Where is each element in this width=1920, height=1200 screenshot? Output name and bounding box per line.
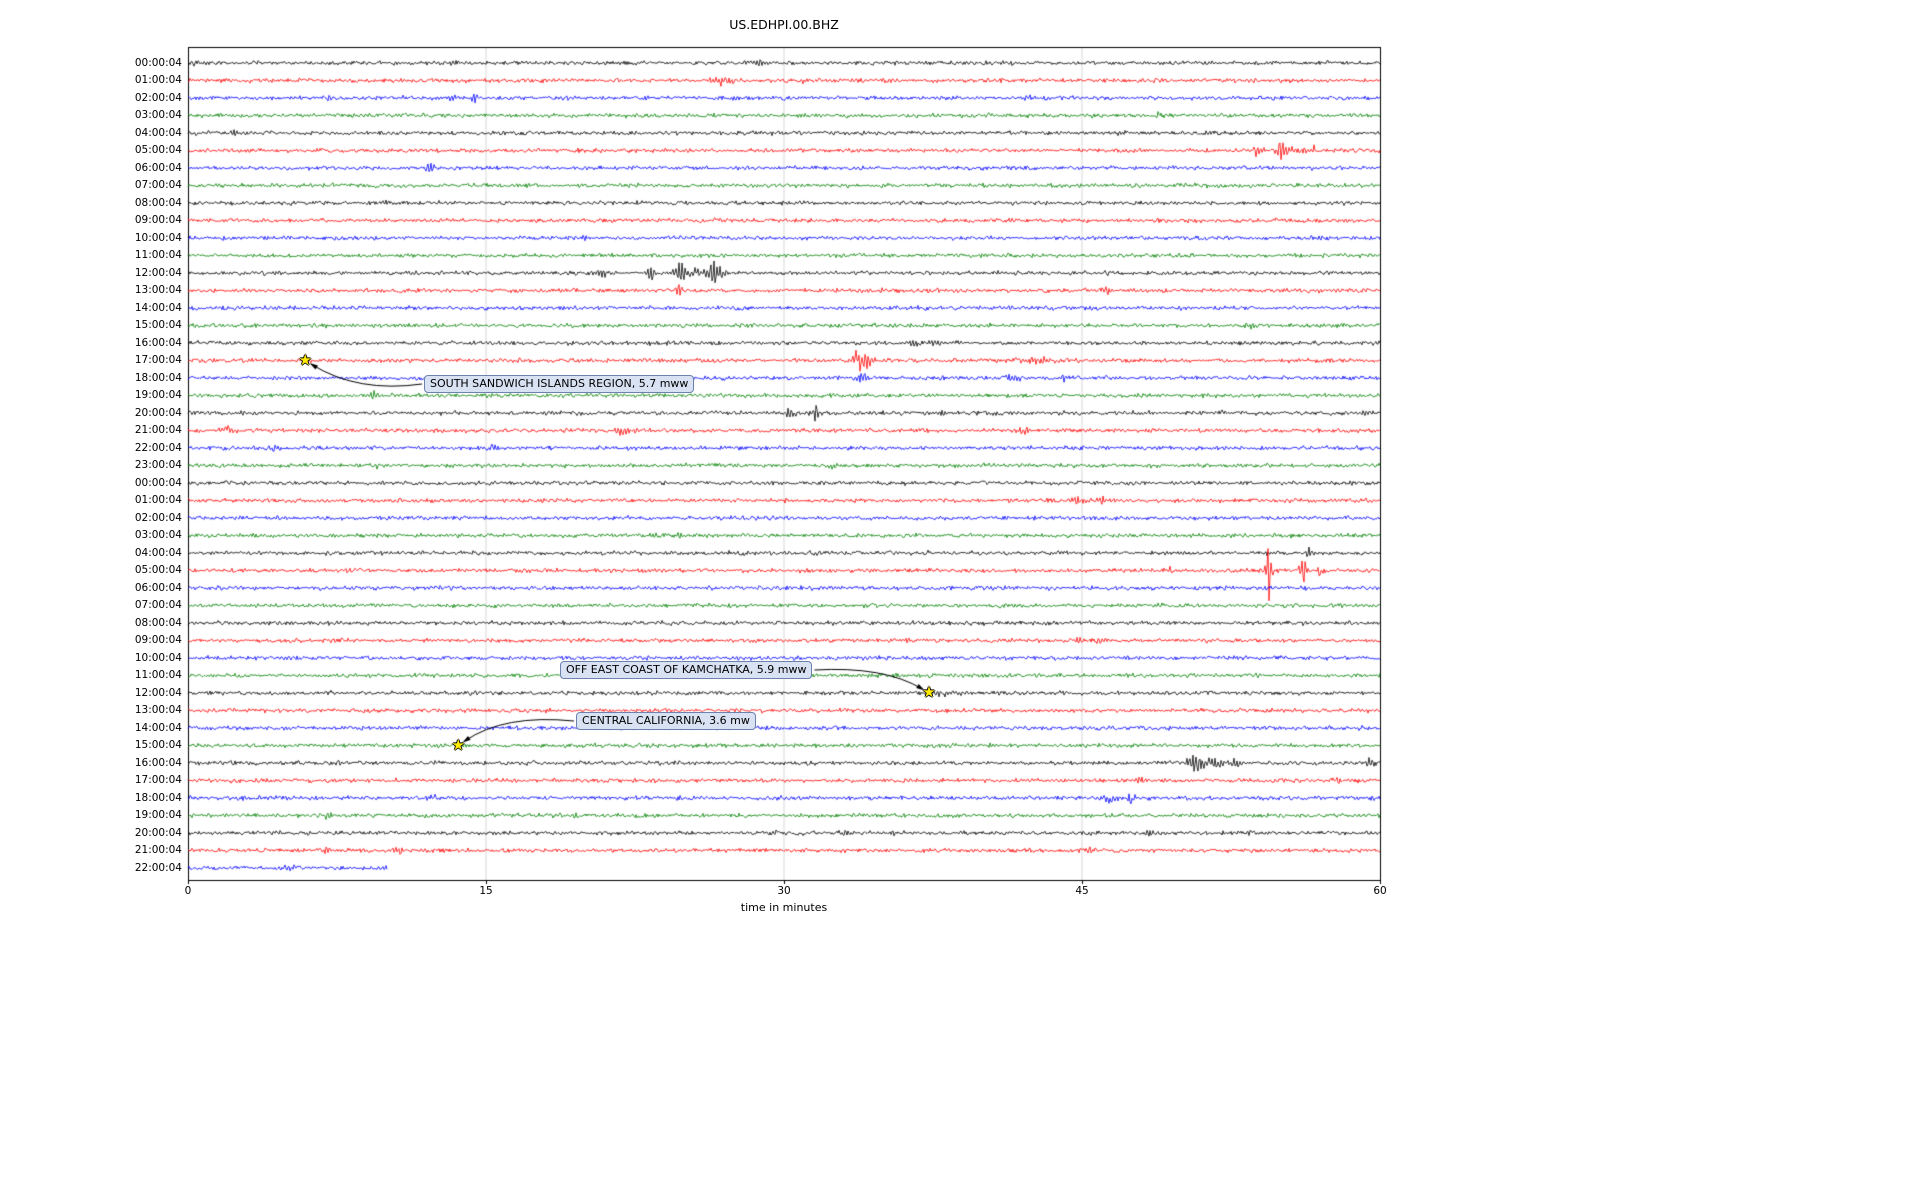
event-star-icon: ★	[298, 350, 312, 369]
event-annotation-central-california: CENTRAL CALIFORNIA, 3.6 mw	[576, 712, 756, 730]
row-label: 02:00:04	[134, 511, 182, 524]
row-label: 06:00:04	[134, 581, 182, 594]
row-label: 18:00:04	[134, 371, 182, 384]
row-label: 08:00:04	[134, 616, 182, 629]
row-label: 14:00:04	[134, 721, 182, 734]
row-label: 01:00:04	[134, 74, 182, 86]
x-tick-label: 30	[777, 885, 791, 897]
row-label: 13:00:04	[134, 284, 182, 296]
row-label: 22:00:04	[134, 441, 182, 454]
event-annotation-south-sandwich: SOUTH SANDWICH ISLANDS REGION, 5.7 mww	[424, 375, 695, 393]
row-label: 13:00:04	[134, 704, 182, 716]
row-label: 08:00:04	[134, 196, 182, 209]
x-tick-label: 45	[1075, 885, 1089, 897]
x-tick-label: 0	[184, 885, 192, 897]
row-label: 20:00:04	[134, 406, 182, 419]
row-label: 21:00:04	[134, 424, 182, 436]
row-label: 10:00:04	[134, 651, 182, 664]
row-label: 15:00:04	[134, 319, 182, 331]
row-label: 12:00:04	[134, 266, 182, 279]
row-label: 22:00:04	[134, 861, 182, 874]
row-label: 10:00:04	[134, 231, 182, 244]
row-label: 05:00:04	[134, 564, 182, 576]
row-label: 03:00:04	[134, 529, 182, 541]
row-label: 16:00:04	[134, 756, 182, 769]
row-label: 11:00:04	[134, 669, 182, 681]
row-label: 05:00:04	[134, 144, 182, 156]
row-label: 03:00:04	[134, 109, 182, 121]
row-label: 17:00:04	[134, 774, 182, 786]
x-axis-label: time in minutes	[740, 901, 828, 914]
row-label: 14:00:04	[134, 301, 182, 314]
chart-title: US.EDHPI.00.BHZ	[729, 17, 839, 32]
row-label: 17:00:04	[134, 354, 182, 366]
row-label: 12:00:04	[134, 686, 182, 699]
row-label: 20:00:04	[134, 826, 182, 839]
row-label: 18:00:04	[134, 791, 182, 804]
event-star-icon: ★	[922, 683, 936, 702]
row-label: 01:00:04	[134, 494, 182, 506]
event-star-icon: ★	[451, 735, 465, 754]
row-label: 16:00:04	[134, 336, 182, 349]
row-label: 19:00:04	[134, 809, 182, 821]
row-label: 04:00:04	[134, 126, 182, 139]
row-label: 09:00:04	[134, 214, 182, 226]
row-label: 11:00:04	[134, 249, 182, 261]
row-label: 21:00:04	[134, 844, 182, 856]
row-label: 00:00:04	[134, 476, 182, 489]
x-tick-label: 60	[1373, 885, 1387, 897]
row-label: 23:00:04	[134, 459, 182, 471]
x-tick-label: 15	[479, 885, 493, 897]
row-label: 07:00:04	[134, 179, 182, 191]
row-label: 09:00:04	[134, 634, 182, 646]
row-label: 06:00:04	[134, 161, 182, 174]
event-annotation-kamchatka: OFF EAST COAST OF KAMCHATKA, 5.9 mww	[560, 661, 813, 679]
row-label: 02:00:04	[134, 91, 182, 104]
row-label: 04:00:04	[134, 546, 182, 559]
row-label: 15:00:04	[134, 739, 182, 751]
row-label: 00:00:04	[134, 56, 182, 69]
row-label: 07:00:04	[134, 599, 182, 611]
row-label: 19:00:04	[134, 389, 182, 401]
